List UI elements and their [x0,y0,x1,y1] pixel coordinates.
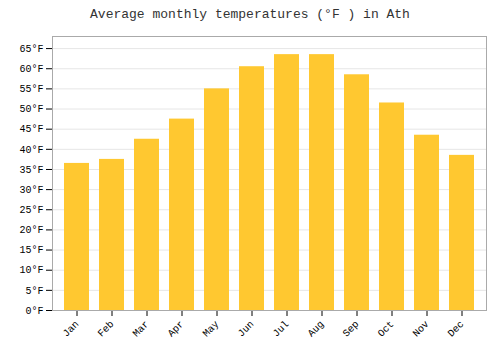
svg-text:40°F: 40°F [19,145,43,156]
svg-text:Jun: Jun [236,319,257,340]
svg-text:10°F: 10°F [19,265,43,276]
svg-text:55°F: 55°F [19,84,43,95]
svg-text:Jan: Jan [61,319,82,340]
svg-text:May: May [201,319,222,340]
svg-text:Dec: Dec [446,319,467,340]
svg-text:Sep: Sep [341,319,362,340]
svg-text:5°F: 5°F [25,286,43,297]
svg-text:Feb: Feb [96,319,117,340]
svg-text:45°F: 45°F [19,124,43,135]
svg-text:Nov: Nov [411,319,432,340]
svg-text:20°F: 20°F [19,225,43,236]
svg-text:Mar: Mar [131,319,152,340]
svg-text:60°F: 60°F [19,64,43,75]
svg-text:30°F: 30°F [19,185,43,196]
svg-text:25°F: 25°F [19,205,43,216]
svg-text:35°F: 35°F [19,165,43,176]
svg-text:Oct: Oct [376,319,397,340]
svg-text:0°F: 0°F [25,306,43,317]
html-text:Average monthly temperatures (: Average monthly temperatures (°F ) in At… [90,7,410,22]
svg-text:15°F: 15°F [19,245,43,256]
svg-text:Aug: Aug [306,319,327,340]
svg-text:50°F: 50°F [19,104,43,115]
svg-text:65°F: 65°F [19,44,43,55]
svg-text:Jul: Jul [271,319,292,340]
svg-text:Apr: Apr [166,319,187,340]
